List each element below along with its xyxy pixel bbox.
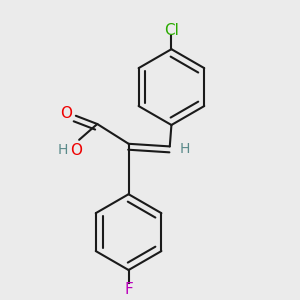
Text: H: H <box>58 143 68 158</box>
Text: Cl: Cl <box>164 22 179 38</box>
Text: O: O <box>61 106 73 121</box>
Text: O: O <box>70 143 82 158</box>
Text: F: F <box>124 282 133 297</box>
Text: H: H <box>179 142 190 156</box>
